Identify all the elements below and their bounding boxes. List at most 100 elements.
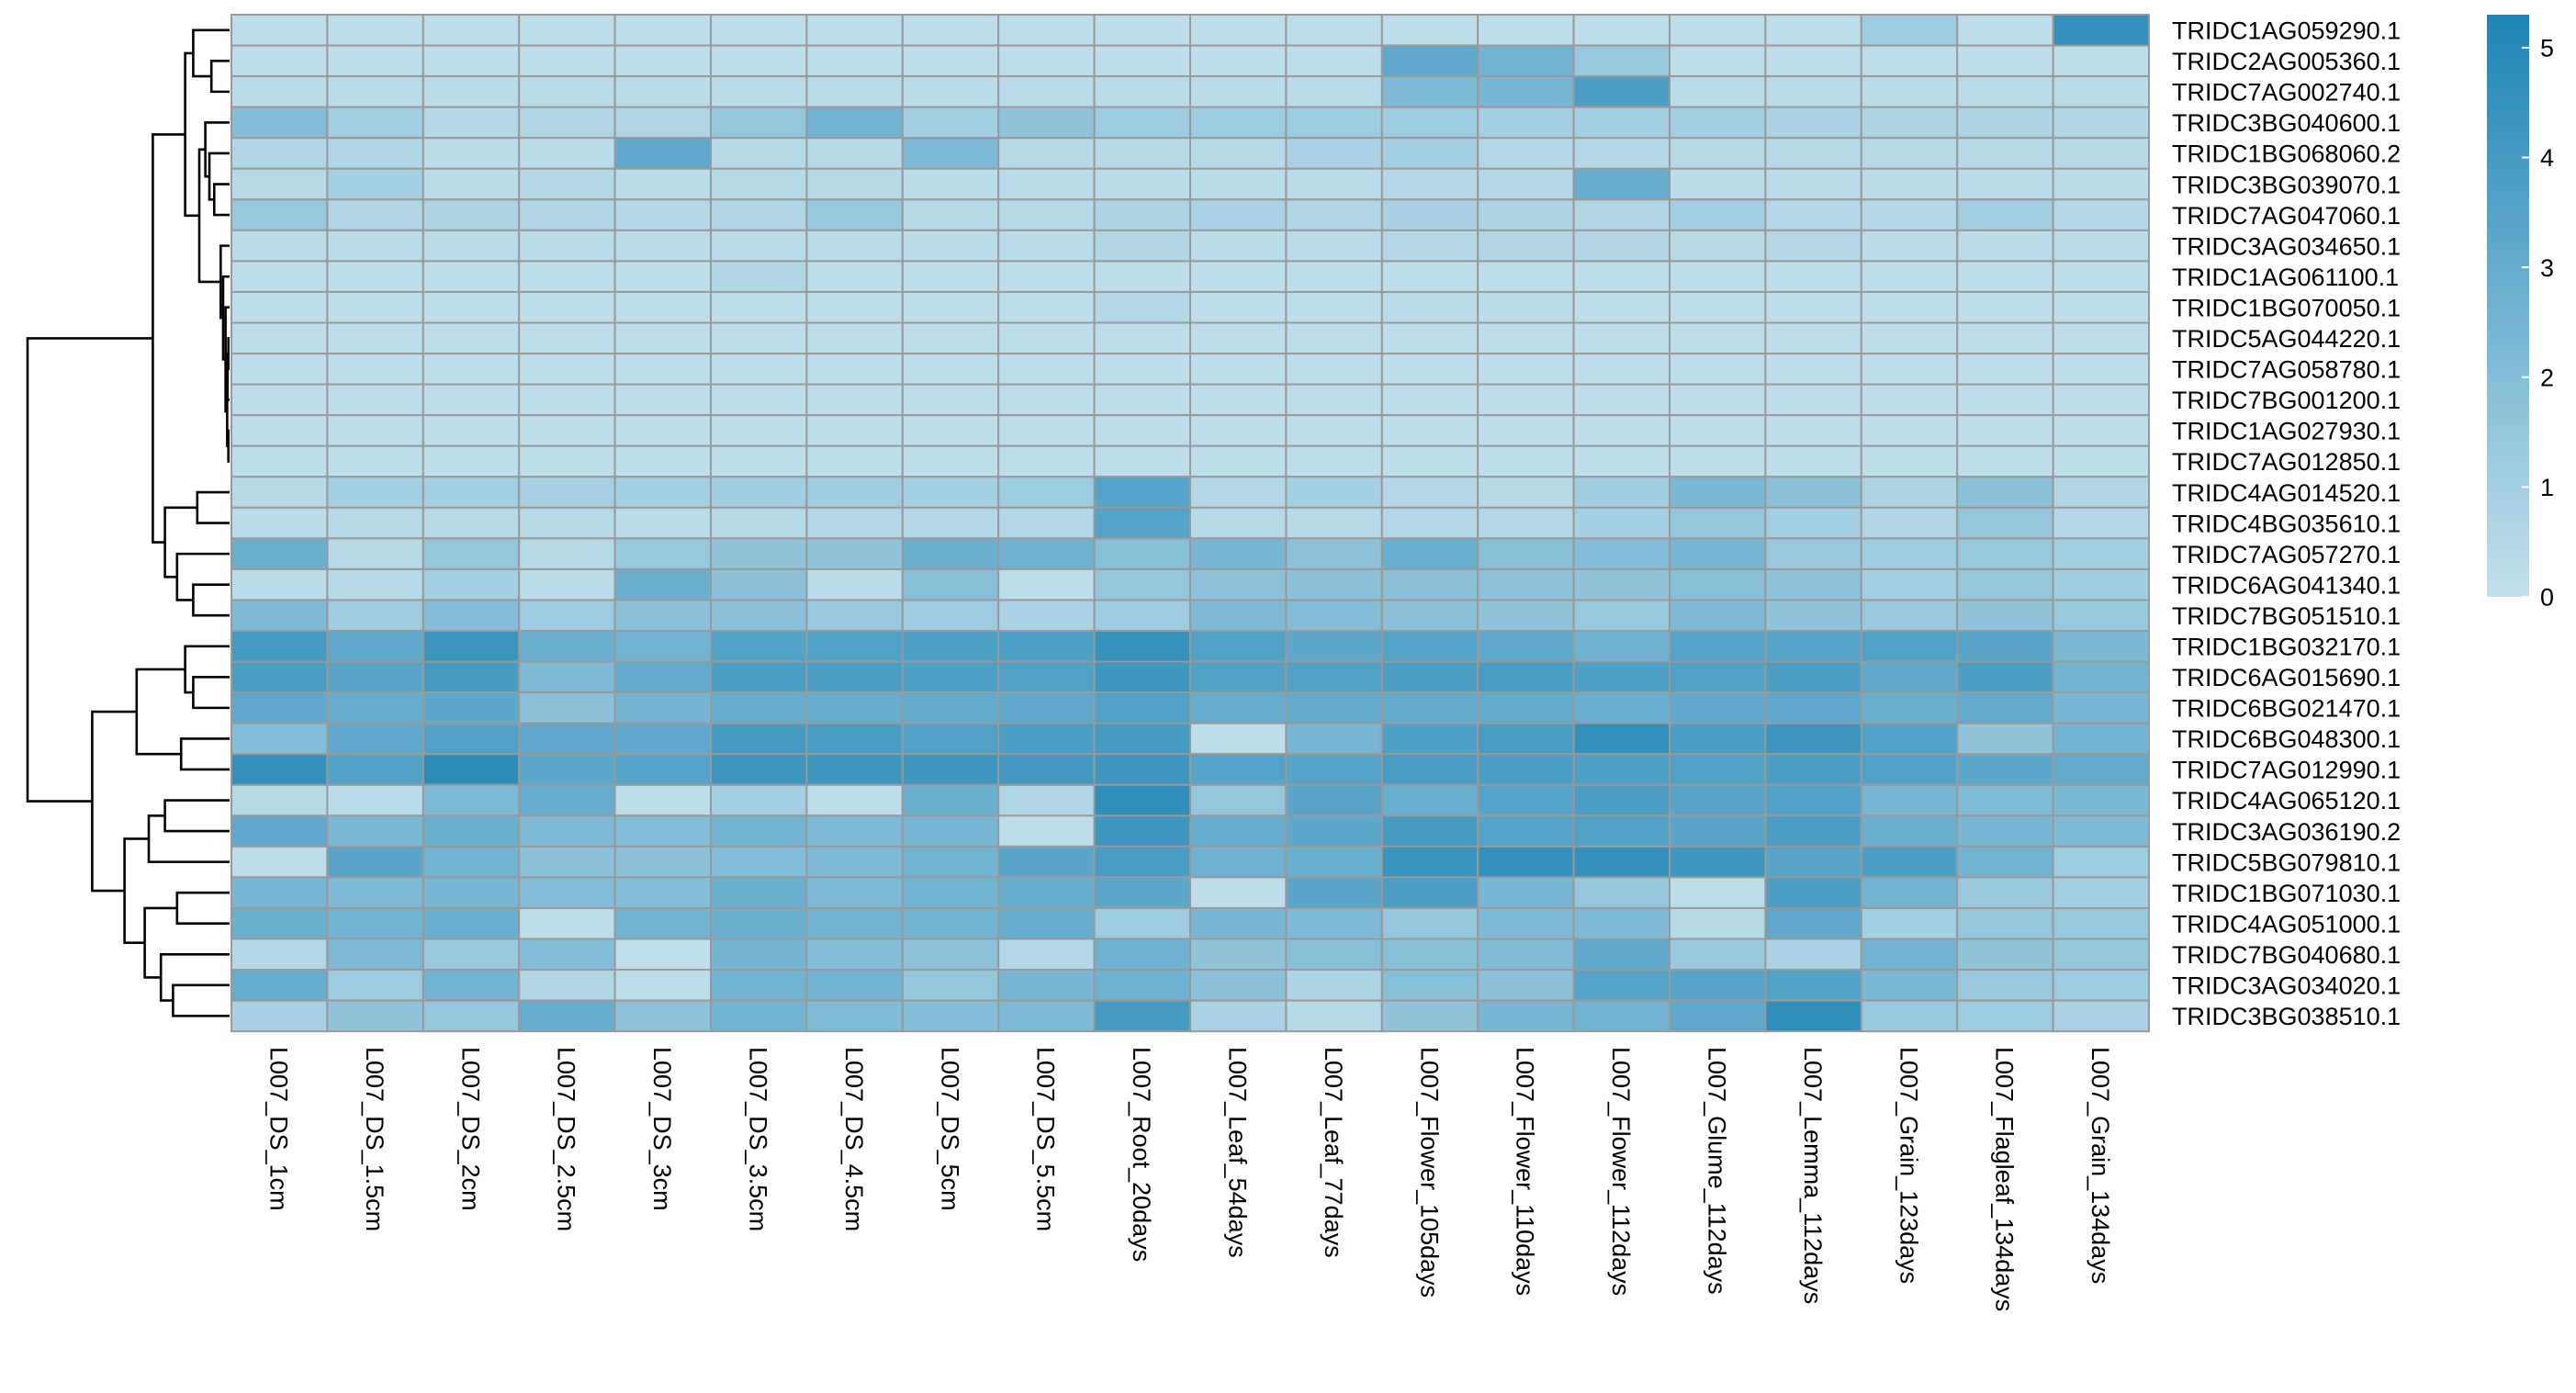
heatmap-cell bbox=[1572, 321, 1670, 355]
heatmap-cell bbox=[1860, 938, 1959, 972]
heatmap-cell bbox=[710, 814, 808, 848]
heatmap-cell bbox=[2052, 321, 2151, 355]
column-label: L007_DS_5cm bbox=[936, 1047, 963, 1211]
dendrogram-branch bbox=[26, 337, 153, 803]
heatmap-cell bbox=[613, 938, 712, 972]
dendrogram-branch bbox=[163, 799, 230, 833]
heatmap-cell bbox=[1669, 75, 1767, 108]
heatmap-cell bbox=[326, 814, 424, 848]
heatmap-cell bbox=[1572, 476, 1670, 509]
heatmap-cell bbox=[1477, 938, 1575, 972]
heatmap-cell bbox=[1764, 444, 1862, 478]
heatmap-cell bbox=[1669, 44, 1767, 78]
row-label: TRIDC1BG071030.1 bbox=[2172, 880, 2401, 907]
heatmap-cell bbox=[805, 938, 904, 972]
heatmap-cell bbox=[1956, 290, 2054, 324]
heatmap-cell bbox=[805, 198, 904, 231]
heatmap-cell bbox=[422, 106, 521, 140]
heatmap-cell bbox=[1285, 290, 1383, 324]
row-label: TRIDC7AG057270.1 bbox=[2172, 541, 2401, 568]
heatmap-cell bbox=[1093, 753, 1191, 786]
heatmap-cell bbox=[326, 567, 424, 601]
heatmap-cell bbox=[2052, 75, 2151, 108]
heatmap-cell bbox=[1669, 969, 1767, 1002]
column-label: L007_DS_3.5cm bbox=[744, 1047, 771, 1231]
heatmap-cell bbox=[1380, 845, 1479, 879]
heatmap-cell bbox=[1572, 691, 1670, 725]
heatmap-cell bbox=[1860, 567, 1959, 601]
heatmap-cell bbox=[613, 106, 712, 140]
heatmap-cell bbox=[1189, 321, 1288, 355]
row-label: TRIDC1BG068060.2 bbox=[2172, 140, 2401, 168]
heatmap-cell bbox=[1860, 660, 1959, 694]
heatmap-cell bbox=[1669, 722, 1767, 756]
heatmap-cell bbox=[422, 75, 521, 108]
heatmap-cell bbox=[710, 198, 808, 231]
heatmap-cell bbox=[422, 353, 521, 386]
heatmap-cell bbox=[1669, 876, 1767, 909]
heatmap-cell bbox=[326, 414, 424, 447]
heatmap-cell bbox=[805, 845, 904, 879]
heatmap-cell bbox=[326, 229, 424, 263]
heatmap-cell bbox=[1860, 229, 1959, 263]
heatmap-cell bbox=[1956, 814, 2054, 848]
heatmap-cell bbox=[1380, 44, 1479, 78]
heatmap-cell bbox=[1189, 814, 1288, 848]
heatmap-cell bbox=[1764, 383, 1862, 417]
heatmap-cell bbox=[710, 506, 808, 540]
heatmap-cell bbox=[231, 353, 329, 386]
heatmap-cell bbox=[1093, 106, 1191, 140]
dendrogram-branch bbox=[212, 183, 230, 217]
heatmap-cell bbox=[901, 106, 1000, 140]
heatmap-cell bbox=[710, 906, 808, 940]
heatmap-cell bbox=[1669, 106, 1767, 140]
heatmap-cell bbox=[1189, 537, 1288, 570]
heatmap-cell bbox=[518, 321, 616, 355]
dendrogram-branch bbox=[159, 952, 230, 1002]
heatmap-cell bbox=[710, 14, 808, 47]
row-label: TRIDC4BG035610.1 bbox=[2172, 510, 2401, 537]
heatmap-cell bbox=[805, 906, 904, 940]
heatmap-cell bbox=[710, 660, 808, 694]
heatmap-cell bbox=[326, 969, 424, 1002]
heatmap-cell bbox=[326, 876, 424, 909]
heatmap-cell bbox=[326, 137, 424, 170]
heatmap-cell bbox=[1956, 137, 2054, 170]
heatmap-cell bbox=[518, 722, 616, 756]
heatmap-cell bbox=[422, 783, 521, 817]
heatmap-cell bbox=[997, 137, 1096, 170]
column-label: L007_DS_1.5cm bbox=[361, 1047, 388, 1231]
heatmap-cell bbox=[1764, 106, 1862, 140]
heatmap-cell bbox=[1669, 14, 1767, 47]
heatmap-cell bbox=[1477, 44, 1575, 78]
heatmap-cell bbox=[231, 537, 329, 570]
heatmap-cell bbox=[1572, 137, 1670, 170]
heatmap-cell bbox=[1093, 599, 1191, 633]
heatmap-cell bbox=[518, 753, 616, 786]
heatmap-cell bbox=[231, 783, 329, 817]
heatmap-cell bbox=[1764, 969, 1862, 1002]
row-label: TRIDC3BG040600.1 bbox=[2172, 109, 2401, 137]
heatmap-cell bbox=[2052, 691, 2151, 725]
heatmap-cell bbox=[997, 383, 1096, 417]
heatmap-cell bbox=[805, 537, 904, 570]
heatmap-cell bbox=[1764, 783, 1862, 817]
heatmap-cell bbox=[1477, 353, 1575, 386]
heatmap-cell bbox=[231, 75, 329, 108]
heatmap-cell bbox=[518, 383, 616, 417]
heatmap-cell bbox=[1380, 969, 1479, 1002]
heatmap-cell bbox=[1669, 630, 1767, 663]
column-label: L007_Flower_112days bbox=[1607, 1047, 1635, 1296]
heatmap-cell bbox=[2052, 660, 2151, 694]
heatmap-cell bbox=[2052, 753, 2151, 786]
heatmap-cell bbox=[1860, 167, 1959, 201]
heatmap-cell bbox=[1956, 321, 2054, 355]
heatmap-cell bbox=[231, 44, 329, 78]
row-label: TRIDC4AG065120.1 bbox=[2172, 787, 2401, 814]
heatmap-cell bbox=[710, 290, 808, 324]
heatmap-cell bbox=[1477, 290, 1575, 324]
heatmap-cell bbox=[1669, 137, 1767, 170]
heatmap-cell bbox=[231, 14, 329, 47]
heatmap-cell bbox=[326, 353, 424, 386]
heatmap-cell bbox=[326, 321, 424, 355]
